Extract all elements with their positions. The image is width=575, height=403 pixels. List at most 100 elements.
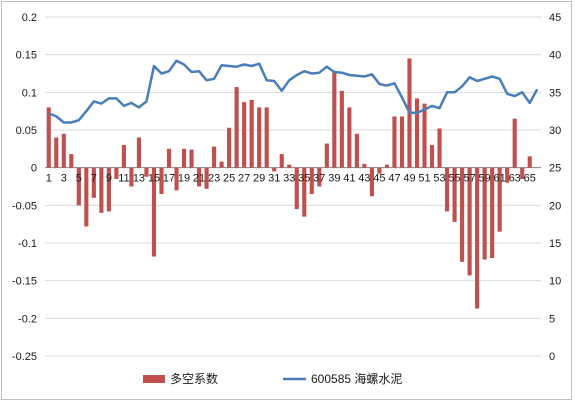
legend: 多空系数 600585 海螺水泥 [143, 371, 402, 386]
y-axis-left-ticks: 0.2 0.15 0.1 0.05 0 -0.05 -0.1 -0.15 -0.2 -0.25 [12, 12, 37, 363]
bar [264, 107, 269, 168]
bar [512, 118, 517, 168]
x-tick-label: 3 [61, 173, 67, 185]
bar [490, 167, 495, 259]
x-tick-label: 7 [91, 173, 97, 185]
bar [362, 163, 367, 168]
x-tick-label: 35 [298, 173, 310, 185]
legend-label-line: 600585 海螺水泥 [311, 371, 402, 386]
x-tick-label: 31 [268, 173, 280, 185]
bar [437, 128, 442, 168]
bar [144, 167, 149, 177]
bar [279, 154, 284, 168]
bar [69, 154, 74, 168]
y-left-tick-label: 0.15 [16, 50, 37, 62]
y-left-tick-label: -0.05 [12, 200, 37, 212]
bar [249, 99, 254, 168]
bar [452, 167, 457, 222]
bar [467, 167, 472, 276]
bar [444, 167, 450, 212]
bar [422, 103, 427, 168]
x-tick-label: 15 [148, 173, 160, 185]
bar [332, 71, 337, 168]
x-tick-label: 27 [238, 173, 250, 185]
bar [347, 107, 352, 168]
bar [429, 145, 435, 168]
bar [302, 167, 307, 217]
y-left-tick-label: 0.1 [22, 87, 37, 99]
bar [189, 149, 194, 168]
bar [54, 137, 59, 168]
bar [46, 107, 51, 168]
x-tick-label: 37 [313, 173, 325, 185]
bar [392, 116, 397, 168]
bar [527, 156, 532, 168]
bar [91, 167, 96, 198]
y-right-tick-label: 45 [549, 12, 561, 24]
x-tick-label: 47 [388, 173, 400, 185]
x-tick-label: 43 [358, 173, 370, 185]
y-left-tick-label: 0.05 [16, 125, 37, 137]
bar [520, 167, 525, 179]
y-axis-right-ticks: 45 40 35 30 25 20 15 10 5 0 [549, 12, 561, 363]
bar [475, 167, 480, 309]
x-tick-label: 13 [133, 173, 145, 185]
y-left-tick-label: -0.25 [12, 351, 37, 363]
bar [294, 167, 299, 210]
x-tick-label: 19 [178, 173, 190, 185]
y-right-tick-label: 20 [549, 200, 561, 212]
bar [505, 167, 510, 183]
bar [196, 167, 202, 187]
y-right-tick-label: 30 [549, 125, 561, 137]
bar [99, 167, 104, 213]
bar [317, 167, 322, 187]
x-tick-label: 17 [163, 173, 175, 185]
bar [76, 167, 81, 206]
bar [136, 137, 142, 168]
bar [151, 167, 157, 257]
y-left-tick-label: 0 [31, 163, 37, 175]
bar [399, 116, 405, 168]
x-tick-label: 25 [223, 173, 235, 185]
y-right-tick-label: 40 [549, 50, 561, 62]
grid-lines [45, 16, 541, 357]
y-right-tick-label: 15 [549, 238, 561, 250]
bar [414, 98, 420, 168]
bar [324, 143, 329, 168]
x-tick-label: 1 [46, 173, 52, 185]
y-right-tick-label: 25 [549, 163, 561, 175]
y-left-tick-label: -0.1 [18, 238, 37, 250]
bar [354, 133, 359, 168]
bar [84, 167, 89, 227]
bar [61, 133, 66, 168]
y-left-tick-label: 0.2 [22, 12, 37, 24]
line-series [48, 59, 539, 124]
x-tick-label: 23 [208, 173, 220, 185]
bar [212, 146, 217, 168]
bar [497, 167, 502, 232]
bar [114, 167, 119, 179]
series-line [48, 59, 539, 124]
bar [384, 164, 390, 168]
bar [377, 167, 382, 174]
x-tick-label: 59 [479, 173, 491, 185]
bar [204, 167, 209, 189]
x-axis-ticks: 1 3 5 7 9 11 13 15 17 19 21 23 25 27 29 31 33 35 37 39 41 43 4… [46, 173, 536, 185]
bar [159, 167, 164, 195]
bar [272, 167, 277, 172]
y-left-tick-label: -0.15 [12, 276, 37, 288]
legend-label-bar: 多空系数 [170, 371, 218, 386]
x-tick-label: 55 [448, 173, 460, 185]
x-tick-label: 21 [193, 173, 205, 185]
bar [234, 87, 239, 168]
bar [129, 167, 134, 187]
x-tick-label: 49 [403, 173, 415, 185]
x-tick-label: 29 [253, 173, 265, 185]
bar [166, 148, 172, 168]
x-tick-label: 9 [106, 173, 112, 185]
y-right-tick-label: 0 [549, 351, 555, 363]
x-tick-label: 11 [118, 173, 129, 185]
x-tick-label: 5 [76, 173, 82, 185]
legend-swatch-bar [143, 375, 165, 383]
